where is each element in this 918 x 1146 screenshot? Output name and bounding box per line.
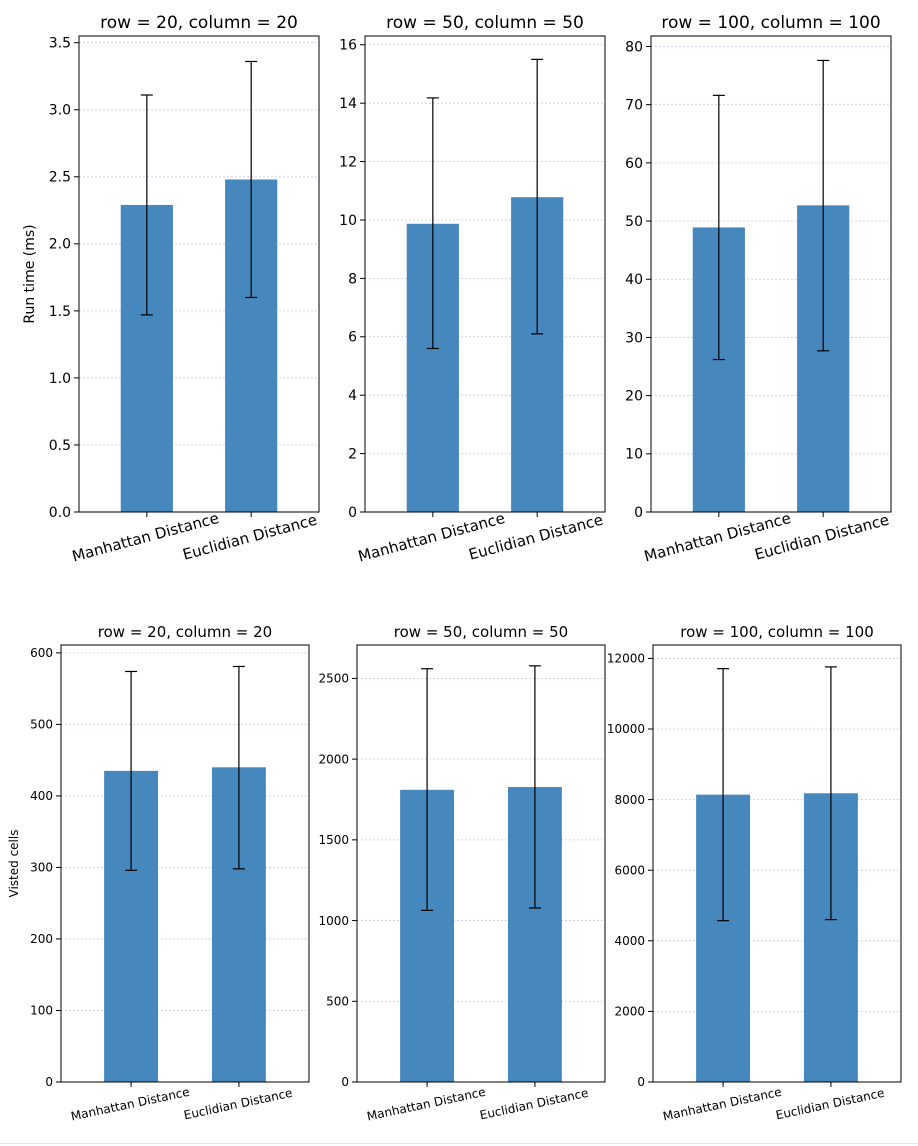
y-tick-label: 2500 bbox=[318, 672, 349, 686]
y-tick-label: 60 bbox=[625, 156, 643, 172]
y-tick-label: 500 bbox=[30, 718, 53, 732]
y-tick-label: 0.5 bbox=[49, 438, 71, 454]
y-tick-label: 12000 bbox=[607, 652, 645, 666]
y-tick-label: 14 bbox=[339, 96, 357, 112]
y-tick-label: 80 bbox=[625, 39, 643, 55]
y-tick-label: 8 bbox=[348, 271, 357, 287]
y-tick-label: 6 bbox=[348, 330, 357, 346]
y-tick-label: 70 bbox=[625, 98, 643, 114]
y-tick-label: 600 bbox=[30, 646, 53, 660]
y-tick-label: 16 bbox=[339, 38, 357, 54]
axes-frame bbox=[364, 35, 606, 513]
y-tick-label: 2.5 bbox=[49, 170, 71, 186]
y-tick-label: 2000 bbox=[318, 752, 349, 766]
y-tick-label: 2 bbox=[348, 446, 357, 462]
y-tick-label: 2000 bbox=[614, 1005, 645, 1019]
y-tick-label: 400 bbox=[30, 789, 53, 803]
y-tick-label: 0 bbox=[634, 505, 643, 521]
y-tick-label: 500 bbox=[326, 994, 349, 1008]
y-tick-label: 4000 bbox=[614, 934, 645, 948]
y-tick-label: 10 bbox=[625, 447, 643, 463]
y-tick-label: 3.5 bbox=[49, 36, 71, 52]
y-tick-label: 10 bbox=[339, 213, 357, 229]
axes-frame bbox=[60, 644, 310, 1083]
y-tick-label: 20 bbox=[625, 389, 643, 405]
y-tick-label: 1500 bbox=[318, 833, 349, 847]
chart-title: row = 50, column = 50 bbox=[386, 13, 584, 33]
chart-title: row = 100, column = 100 bbox=[661, 13, 880, 33]
y-tick-label: 2.0 bbox=[49, 237, 71, 253]
y-tick-label: 1.5 bbox=[49, 304, 71, 320]
axes-frame bbox=[356, 644, 606, 1083]
axes-frame bbox=[78, 35, 320, 513]
y-tick-label: 40 bbox=[625, 272, 643, 288]
y-tick-label: 1.0 bbox=[49, 371, 71, 387]
y-tick-label: 10000 bbox=[607, 722, 645, 736]
y-tick-label: 0 bbox=[348, 505, 357, 521]
y-tick-label: 300 bbox=[30, 861, 53, 875]
y-tick-label: 0 bbox=[45, 1075, 53, 1089]
y-tick-label: 12 bbox=[339, 154, 357, 170]
y-tick-label: 8000 bbox=[614, 793, 645, 807]
y-tick-label: 0.0 bbox=[49, 505, 71, 521]
y-tick-label: 3.0 bbox=[49, 103, 71, 119]
chart-title: row = 20, column = 20 bbox=[98, 623, 272, 641]
axes-frame bbox=[652, 644, 902, 1083]
chart-title: row = 50, column = 50 bbox=[394, 623, 568, 641]
chart-title: row = 100, column = 100 bbox=[680, 623, 874, 641]
y-tick-label: 100 bbox=[30, 1004, 53, 1018]
y-axis-label: Run time (ms) bbox=[22, 224, 38, 323]
y-tick-label: 4 bbox=[348, 388, 357, 404]
y-axis-label: Visted cells bbox=[7, 830, 21, 898]
y-tick-label: 1000 bbox=[318, 914, 349, 928]
axes-frame bbox=[650, 35, 892, 513]
y-tick-label: 0 bbox=[341, 1075, 349, 1089]
y-tick-label: 30 bbox=[625, 330, 643, 346]
y-tick-label: 6000 bbox=[614, 863, 645, 877]
y-tick-label: 200 bbox=[30, 932, 53, 946]
y-tick-label: 0 bbox=[637, 1075, 645, 1089]
chart-title: row = 20, column = 20 bbox=[100, 13, 298, 33]
y-tick-label: 50 bbox=[625, 214, 643, 230]
